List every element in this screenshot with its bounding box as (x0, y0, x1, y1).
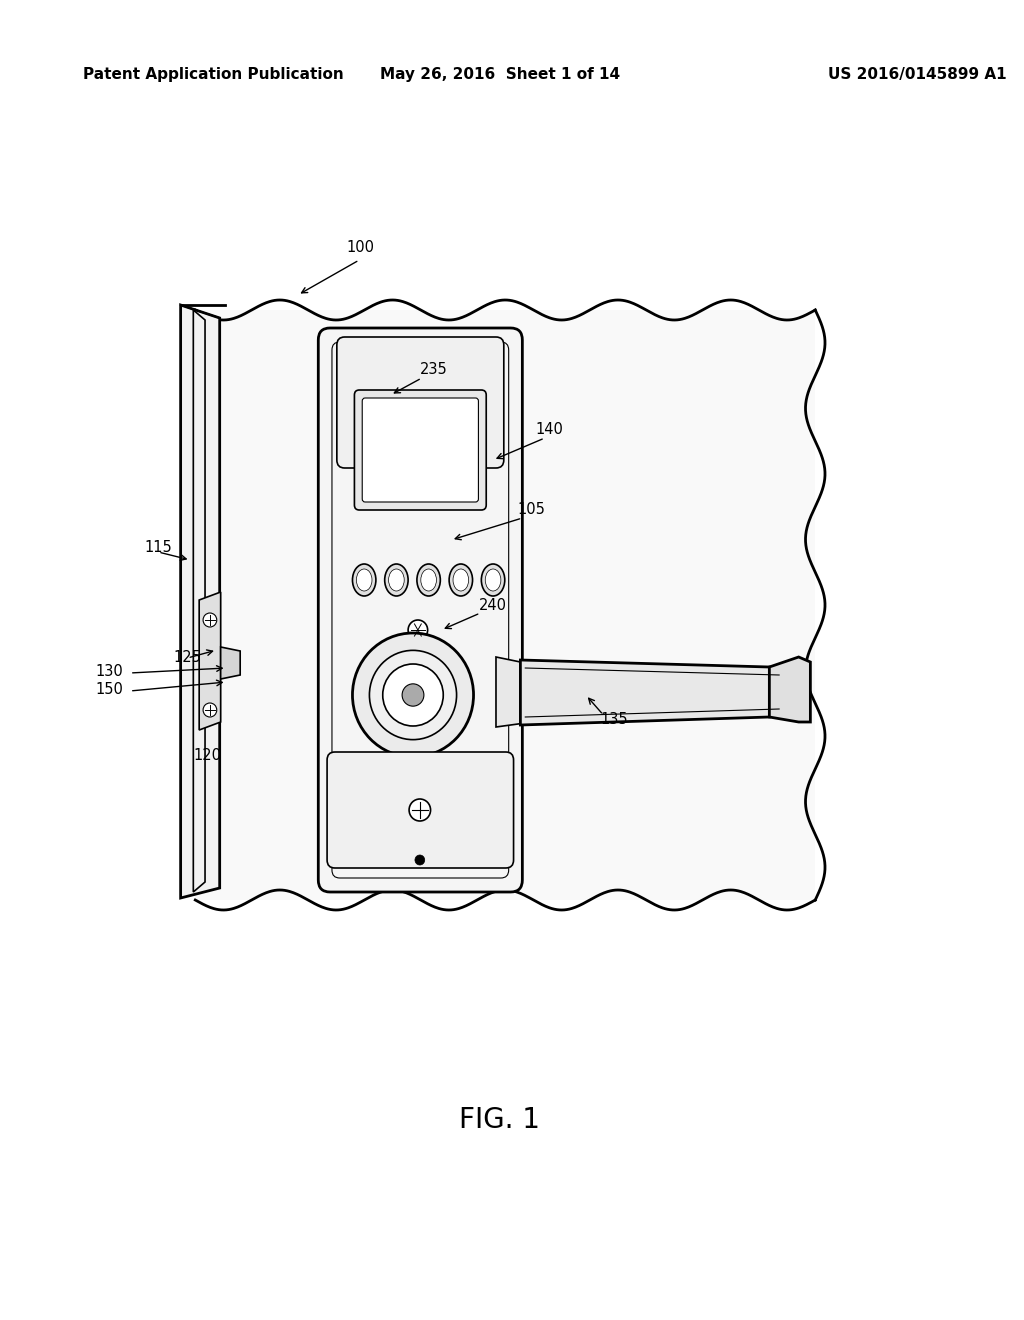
Text: FIG. 1: FIG. 1 (460, 1106, 541, 1134)
Text: 235: 235 (420, 363, 447, 378)
Circle shape (415, 855, 425, 865)
Ellipse shape (352, 564, 376, 597)
Ellipse shape (485, 569, 501, 591)
Polygon shape (520, 660, 769, 725)
FancyBboxPatch shape (318, 327, 522, 892)
Ellipse shape (417, 564, 440, 597)
Ellipse shape (450, 564, 472, 597)
Text: 140: 140 (536, 422, 563, 437)
FancyBboxPatch shape (362, 399, 478, 502)
FancyBboxPatch shape (354, 389, 486, 510)
Text: 240: 240 (478, 598, 507, 612)
FancyBboxPatch shape (327, 752, 514, 869)
Text: 135: 135 (600, 713, 628, 727)
Text: 125: 125 (174, 651, 202, 665)
FancyBboxPatch shape (337, 337, 504, 469)
Circle shape (409, 620, 428, 640)
Ellipse shape (388, 569, 404, 591)
Polygon shape (220, 647, 241, 678)
Circle shape (402, 684, 424, 706)
Circle shape (203, 704, 217, 717)
Circle shape (352, 634, 473, 756)
Text: 120: 120 (194, 747, 221, 763)
Text: 105: 105 (517, 503, 546, 517)
Text: May 26, 2016  Sheet 1 of 14: May 26, 2016 Sheet 1 of 14 (380, 67, 620, 82)
Polygon shape (180, 305, 220, 898)
Ellipse shape (356, 569, 372, 591)
Circle shape (203, 612, 217, 627)
Bar (196, 310, 815, 900)
Text: 130: 130 (95, 664, 124, 680)
Polygon shape (200, 591, 220, 730)
Ellipse shape (453, 569, 469, 591)
Text: Patent Application Publication: Patent Application Publication (83, 67, 344, 82)
Text: 100: 100 (346, 240, 375, 256)
Polygon shape (496, 657, 525, 727)
Ellipse shape (421, 569, 436, 591)
Circle shape (410, 799, 430, 821)
Circle shape (370, 651, 457, 739)
Ellipse shape (481, 564, 505, 597)
Text: 115: 115 (144, 540, 172, 556)
Circle shape (383, 664, 443, 726)
Text: US 2016/0145899 A1: US 2016/0145899 A1 (828, 67, 1007, 82)
Text: 150: 150 (95, 682, 124, 697)
Polygon shape (769, 657, 810, 722)
Ellipse shape (385, 564, 409, 597)
